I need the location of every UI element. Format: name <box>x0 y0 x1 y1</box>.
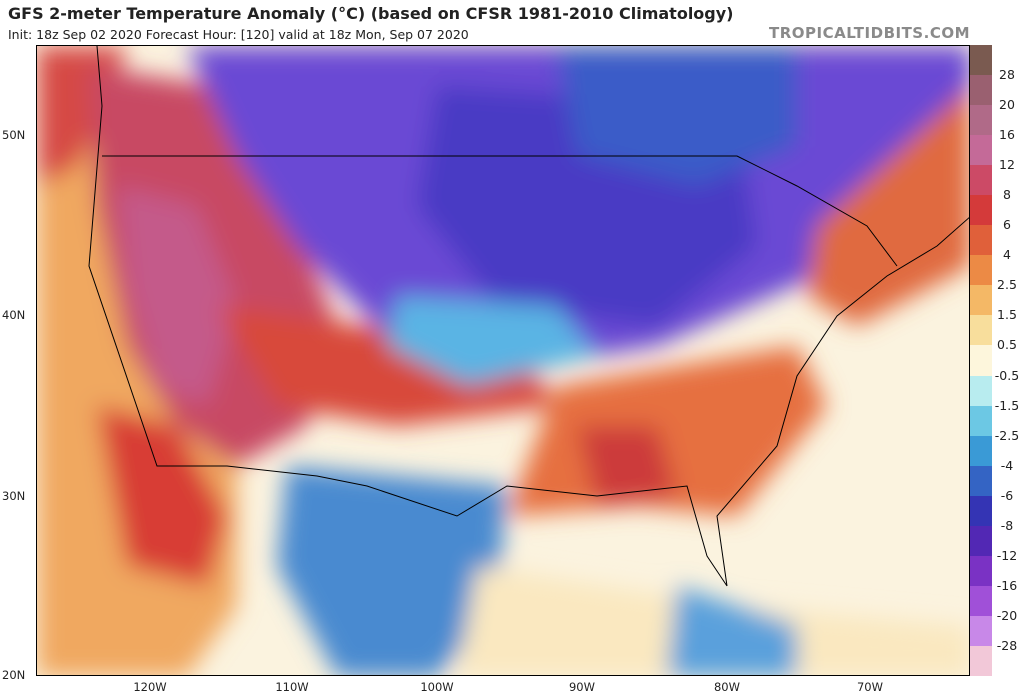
colorbar-swatch <box>970 435 992 467</box>
colorbar-label: -4 <box>1000 457 1014 473</box>
map-title: GFS 2-meter Temperature Anomaly (°C) (ba… <box>8 4 734 23</box>
colorbar-label: 1.5 <box>997 307 1017 323</box>
anomaly-field <box>37 46 969 675</box>
lon-label-120w: 120W <box>133 680 167 694</box>
colorbar-label: -6 <box>1000 487 1014 503</box>
colorbar-swatch <box>970 375 992 407</box>
colorbar-label: -20 <box>996 607 1018 623</box>
colorbar-swatch <box>970 315 992 346</box>
lat-label-30n: 30N <box>2 489 26 503</box>
pacific-hot-region <box>97 406 227 586</box>
coastline-outline <box>88 46 969 587</box>
colorbar-label: 12 <box>999 157 1015 173</box>
canada-border <box>102 155 898 267</box>
colorbar-swatch <box>970 75 992 106</box>
lon-label-70w: 70W <box>856 680 884 694</box>
colorbar-label: -8 <box>1000 517 1014 533</box>
lon-label-90w: 90W <box>568 680 596 694</box>
colorbar-swatch <box>970 645 992 677</box>
southwest-warm-region <box>217 306 557 426</box>
colorbar-swatch <box>970 165 992 196</box>
cuba-cool-region <box>667 586 797 675</box>
lon-label-110w: 110W <box>275 680 309 694</box>
colorbar-swatch <box>970 585 992 617</box>
colorbar-swatch <box>970 345 992 377</box>
colorbar-label: -1.5 <box>994 397 1020 413</box>
map-canvas <box>37 46 969 675</box>
colorbar-swatch <box>970 615 992 647</box>
colorbar: 28 20 16 12 8 6 4 2.5 1.5 0.5 -0.5 -1.5 -2.5 -4 -6 -8 -1… <box>970 45 1020 677</box>
northeast-warm-region <box>807 87 969 326</box>
colorbar-swatch <box>970 135 992 166</box>
mexico-cool-region <box>277 466 507 675</box>
lon-label-100w: 100W <box>420 680 454 694</box>
colorbar-label: 28 <box>999 67 1015 83</box>
colorbar-swatch <box>970 105 992 136</box>
colorbar-swatch <box>970 195 992 226</box>
colorbar-label: -16 <box>996 577 1018 593</box>
colorbar-swatch <box>970 495 992 527</box>
great-lakes-cold-region <box>557 46 797 186</box>
lat-label-50n: 50N <box>2 128 26 142</box>
colorbar-label: 6 <box>1003 217 1011 233</box>
mississippi-hot-region <box>577 426 677 506</box>
plains-cool-region <box>387 296 597 386</box>
colorbar-label: -2.5 <box>994 427 1020 443</box>
source-watermark: TROPICALTIDBITS.COM <box>769 24 970 42</box>
colorbar-swatch <box>970 405 992 437</box>
boundaries <box>88 46 969 587</box>
colorbar-label: -28 <box>996 637 1018 653</box>
lat-label-40n: 40N <box>2 308 26 322</box>
colorbar-label: 0.5 <box>997 337 1017 353</box>
great-basin-extreme-region <box>117 186 237 406</box>
colorbar-label: -12 <box>996 547 1018 563</box>
colorbar-swatch <box>970 555 992 587</box>
colorbar-swatch <box>970 45 992 76</box>
colorbar-label: 8 <box>1003 187 1011 203</box>
colorbar-label: 16 <box>999 127 1015 143</box>
colorbar-swatch <box>970 525 992 557</box>
lat-label-20n: 20N <box>2 668 26 682</box>
colorbar-label: 2.5 <box>997 277 1017 293</box>
forecast-info: Init: 18z Sep 02 2020 Forecast Hour: [12… <box>8 27 469 42</box>
colorbar-label: 20 <box>999 97 1015 113</box>
southeast-warm-region <box>507 346 827 516</box>
colorbar-label: -0.5 <box>994 367 1020 383</box>
colorbar-swatch <box>970 255 992 286</box>
colorbar-swatch <box>970 225 992 256</box>
colorbar-swatch <box>970 465 992 497</box>
colorbar-swatch <box>970 285 992 316</box>
anomaly-map <box>36 45 970 676</box>
colorbar-label: 4 <box>1003 247 1011 263</box>
lon-label-80w: 80W <box>713 680 741 694</box>
